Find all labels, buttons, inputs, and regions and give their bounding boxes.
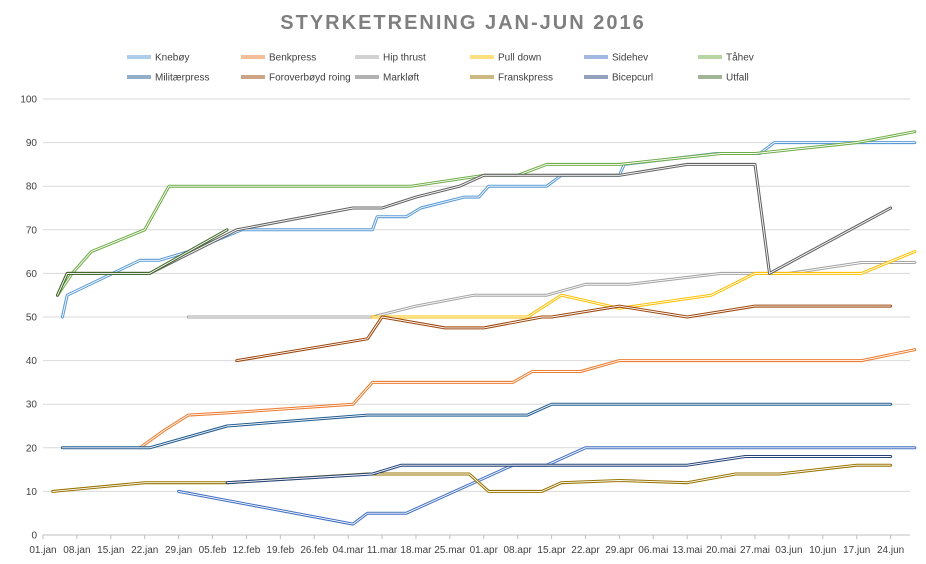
legend-label: Foroverbøyd roing <box>269 73 351 84</box>
chart-title: STYRKETRENING JAN-JUN 2016 <box>280 12 645 34</box>
series-line-core-bicepcurl <box>226 456 892 484</box>
legend-item-hip-thrust: Hip thrust <box>355 53 426 64</box>
x-tick-label: 05.feb <box>199 545 227 556</box>
series-bicepcurl <box>225 455 893 485</box>
x-tick-label: 17.jun <box>843 545 870 556</box>
series-foroverboyd-roing <box>235 304 893 363</box>
x-tick-label: 15.jan <box>97 545 124 556</box>
series-line-core-sidehev <box>178 447 916 525</box>
x-tick-label: 01.jan <box>29 545 56 556</box>
series-pull-down <box>370 250 917 319</box>
legend-label: Hip thrust <box>383 53 426 64</box>
x-tick-label: 13.mai <box>672 545 702 556</box>
series-tahev <box>56 130 917 297</box>
y-tick-label: 100 <box>20 95 37 106</box>
x-axis: 01.jan 08.jan 15.jan 22.jan 29.jan 05.feb 12.f… <box>29 535 904 556</box>
x-tick-label: 24.jun <box>877 545 904 556</box>
x-tick-label: 10.jun <box>809 545 836 556</box>
series-line-core-militaerpress <box>61 403 892 449</box>
series-franskpress <box>51 463 893 493</box>
x-tick-label: 29.apr <box>605 545 634 556</box>
legend-label: Franskpress <box>498 73 553 84</box>
series-line-core-utfall <box>57 229 228 296</box>
series-line-benkpress <box>138 348 917 450</box>
legend-item-tahev: Tåhev <box>698 52 754 64</box>
series-benkpress <box>138 348 917 450</box>
y-tick-label: 30 <box>26 400 38 411</box>
legend-item-foroverboyd-roing: Foroverbøyd roing <box>241 73 351 84</box>
y-tick-label: 10 <box>26 487 38 498</box>
x-tick-label: 29.jan <box>165 545 192 556</box>
series-line-sidehev <box>177 446 917 526</box>
y-tick-label: 90 <box>26 138 38 149</box>
x-tick-label: 22.jan <box>131 545 158 556</box>
x-tick-label: 15.apr <box>537 545 566 556</box>
x-tick-label: 18.mar <box>400 545 432 556</box>
x-tick-label: 20.mai <box>706 545 736 556</box>
x-tick-label: 08.jan <box>63 545 90 556</box>
series-line-core-benkpress <box>139 349 916 449</box>
series-line-militaerpress <box>60 402 893 450</box>
x-tick-label: 19.feb <box>266 545 294 556</box>
legend-item-bicepcurl: Bicepcurl <box>584 73 653 84</box>
legend: Knebøy Benkpress Hip thrust Pull down Sidehe… <box>127 52 754 84</box>
legend-label: Militærpress <box>155 73 209 84</box>
legend-item-utfall: Utfall <box>698 73 749 84</box>
x-tick-label: 22.apr <box>571 545 600 556</box>
x-tick-label: 01.apr <box>470 545 499 556</box>
y-tick-label: 20 <box>26 443 38 454</box>
series-militaerpress <box>60 402 893 450</box>
legend-label: Markløft <box>383 73 419 84</box>
legend-label: Utfall <box>726 73 749 84</box>
legend-item-benkpress: Benkpress <box>241 53 316 64</box>
x-tick-label: 12.feb <box>233 545 261 556</box>
series-line-core-foroverboyd-roing <box>236 305 892 362</box>
series-line-core-hip-thrust <box>187 262 916 318</box>
series-utfall <box>56 228 229 297</box>
x-tick-label: 25.mar <box>434 545 466 556</box>
series-hip-thrust <box>186 261 917 319</box>
series-line-core-tahev <box>57 131 916 296</box>
legend-label: Sidehev <box>612 53 648 64</box>
y-tick-label: 50 <box>26 313 38 324</box>
x-tick-label: 04.mar <box>333 545 365 556</box>
y-axis: 0 10 20 30 40 50 60 70 80 90 100 <box>20 95 37 542</box>
legend-label: Benkpress <box>269 53 316 64</box>
x-tick-label: 08.apr <box>503 545 532 556</box>
series-sidehev <box>177 446 917 526</box>
series-line-tahev <box>56 130 917 297</box>
series-line-foroverboyd-roing <box>235 304 893 363</box>
y-tick-label: 40 <box>26 356 38 367</box>
y-tick-label: 0 <box>31 531 37 542</box>
x-tick-label: 11.mar <box>367 545 398 556</box>
legend-label: Knebøy <box>155 53 189 64</box>
legend-label: Bicepcurl <box>612 73 653 84</box>
y-tick-label: 80 <box>26 182 38 193</box>
x-tick-label: 27.mai <box>740 545 770 556</box>
x-tick-label: 26.feb <box>300 545 328 556</box>
legend-item-pull-down: Pull down <box>470 53 541 64</box>
series-line-franskpress <box>51 463 893 493</box>
legend-label: Tåhev <box>726 52 754 64</box>
legend-item-kneboy: Knebøy <box>127 53 189 64</box>
y-tick-label: 70 <box>26 225 38 236</box>
legend-label: Pull down <box>498 53 541 64</box>
series-line-core-franskpress <box>52 464 892 492</box>
x-tick-label: 06.mai <box>638 545 668 556</box>
legend-item-militaerpress: Militærpress <box>127 73 209 84</box>
x-tick-label: 03.jun <box>775 545 802 556</box>
series-layer <box>51 130 917 526</box>
legend-item-sidehev: Sidehev <box>584 53 648 64</box>
legend-item-franskpress: Franskpress <box>470 73 553 84</box>
y-tick-label: 60 <box>26 269 38 280</box>
legend-item-markloft: Markløft <box>355 73 419 84</box>
series-line-core-pull-down <box>371 251 916 318</box>
